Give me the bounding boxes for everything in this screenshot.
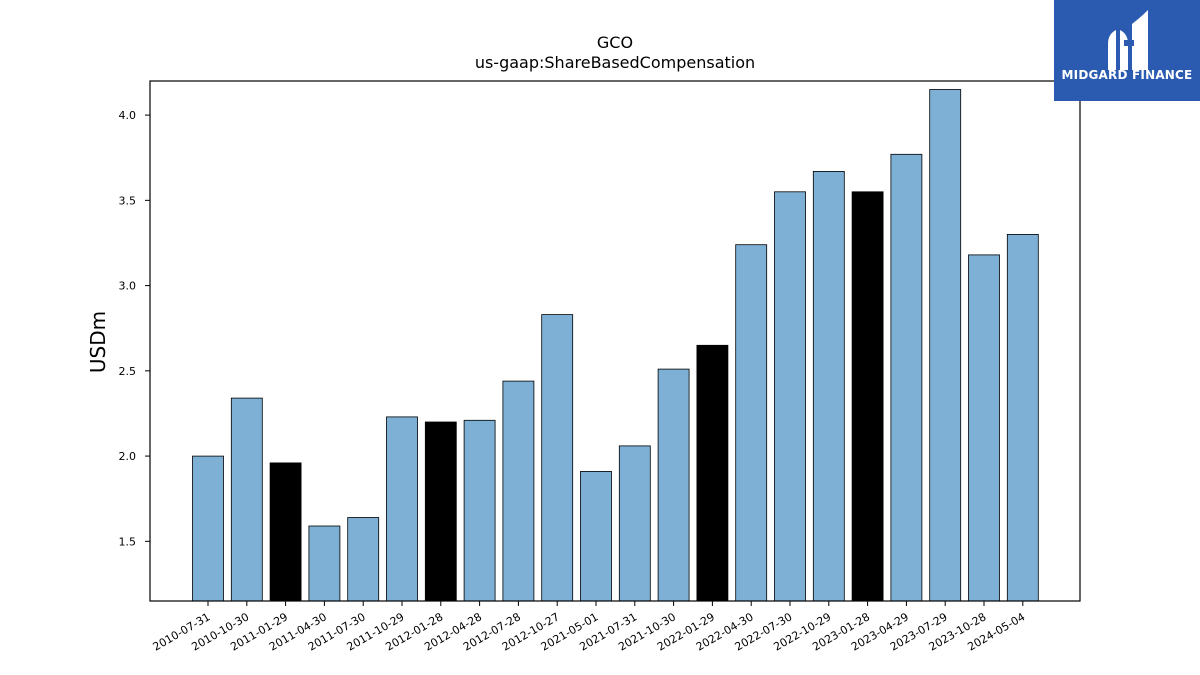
bar-2010-10-30 (230, 397, 263, 602)
bar-2021-07-31 (618, 445, 651, 602)
y-axis-label: USDm (86, 311, 110, 373)
midgard-logo-mark-icon (1108, 10, 1148, 70)
y-axis: 1.5 2.0 2.5 3.0 3.5 4.0 (119, 109, 150, 548)
bar-2012-10-27 (541, 314, 574, 602)
bar-2023-07-29 (929, 89, 962, 602)
bar-2012-01-28 (424, 421, 457, 602)
y-tick-label: 1.5 (119, 535, 137, 548)
y-tick-label: 3.5 (119, 194, 137, 207)
plot-frame (149, 80, 1081, 602)
bars-group (192, 89, 1039, 602)
bar-2024-05-04 (1006, 233, 1039, 602)
midgard-finance-logo: MIDGARD FINANCE (1054, 0, 1200, 101)
x-axis: 2010-07-312010-10-302011-01-292011-04-30… (151, 601, 1027, 654)
logo-text: MIDGARD FINANCE (1061, 68, 1193, 82)
bar-2021-10-30 (657, 368, 690, 602)
y-tick-label: 3.0 (119, 280, 137, 293)
bar-2022-10-29 (812, 170, 845, 602)
bar-2011-10-29 (386, 416, 418, 602)
bar-2023-04-29 (890, 153, 923, 602)
y-tick-label: 2.0 (119, 450, 137, 463)
bar-2021-05-01 (580, 470, 612, 602)
chart-title: GCO (597, 33, 633, 52)
bar-2022-07-30 (774, 191, 806, 602)
bar-2011-07-30 (347, 517, 380, 602)
bar-2022-01-29 (696, 344, 729, 602)
bar-2012-04-28 (463, 419, 496, 602)
bar-2010-07-31 (192, 455, 224, 602)
bar-2023-10-28 (968, 254, 1000, 602)
bar-2011-01-29 (269, 462, 302, 602)
chart-subtitle: us-gaap:ShareBasedCompensation (475, 53, 755, 72)
bar-2012-07-28 (502, 380, 535, 602)
bar-2023-01-28 (851, 191, 884, 602)
y-tick-label: 2.5 (119, 365, 137, 378)
bar-2011-04-30 (308, 525, 341, 602)
y-tick-label: 4.0 (119, 109, 137, 122)
bar-2022-04-30 (735, 244, 768, 602)
